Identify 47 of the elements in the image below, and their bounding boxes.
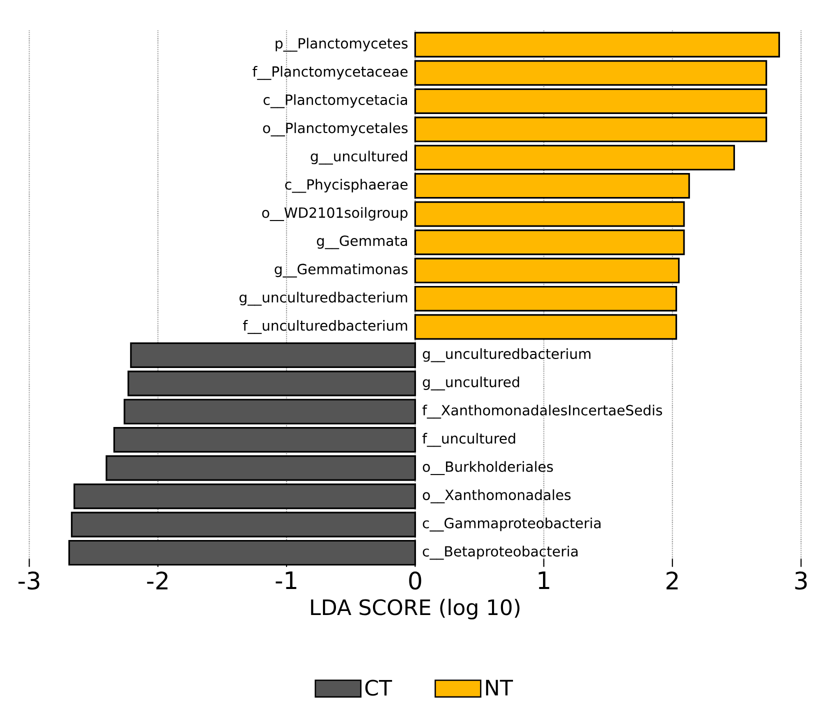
y-tick-label: f__Planctomycetaceae <box>252 66 408 80</box>
bar <box>414 258 680 284</box>
y-tick-label: g__Gemmata <box>316 236 407 250</box>
bar <box>106 456 416 482</box>
y-tick-label: f__uncultured <box>422 433 516 448</box>
y-tick-label: o__WD2101soilgroup <box>262 207 408 222</box>
bar <box>414 32 780 58</box>
bar <box>414 230 685 256</box>
y-tick-label: o__Planctomycetales <box>263 122 408 137</box>
y-tick-label: g__Gemmatimonas <box>274 264 408 278</box>
y-tick-label: c__Betaproteobacteria <box>422 546 578 560</box>
x-tick-label: -1 <box>276 572 296 590</box>
legend-label: CT <box>365 680 392 696</box>
bar <box>74 484 416 510</box>
bar <box>113 427 416 453</box>
x-tick-label: -2 <box>147 572 168 590</box>
bar <box>414 88 768 114</box>
y-tick-label: f__unculturedbacterium <box>243 320 408 334</box>
bar <box>414 314 678 340</box>
x-tick-label: -3 <box>18 572 40 590</box>
bar <box>414 116 768 142</box>
x-tick-label: 3 <box>795 572 807 590</box>
y-tick-label: p__Planctomycetes <box>276 38 408 52</box>
bar <box>414 286 678 312</box>
y-tick-label: o__Burkholderiales <box>422 461 553 476</box>
bar <box>70 512 416 538</box>
y-tick-label: g__unculturedbacterium <box>422 348 590 362</box>
bar <box>414 201 685 228</box>
y-tick-label: o__Xanthomonadales <box>422 490 571 504</box>
bar <box>414 60 768 86</box>
y-tick-label: f__XanthomonadalesIncertaeSedis <box>422 404 662 419</box>
bar <box>414 145 735 171</box>
x-axis-title: LDA SCORE (log 10) <box>311 599 520 620</box>
bar <box>414 173 690 199</box>
y-tick-label: c__Gammaproteobacteria <box>422 518 601 532</box>
y-tick-label: c__Phycisphaerae <box>285 179 408 194</box>
x-tick-label: 1 <box>538 572 550 590</box>
bar <box>130 342 416 368</box>
y-tick-label: c__Planctomycetacia <box>264 94 407 108</box>
x-tick-label: 2 <box>666 572 678 590</box>
bar <box>128 370 416 396</box>
y-tick-label: g__unculturedbacterium <box>240 292 408 306</box>
y-tick-label: g__uncultured <box>422 376 520 391</box>
x-tick-label: 0 <box>409 572 422 590</box>
y-tick-label: g__uncultured <box>310 150 407 165</box>
bar <box>124 399 416 425</box>
legend-label: NT <box>486 680 514 696</box>
